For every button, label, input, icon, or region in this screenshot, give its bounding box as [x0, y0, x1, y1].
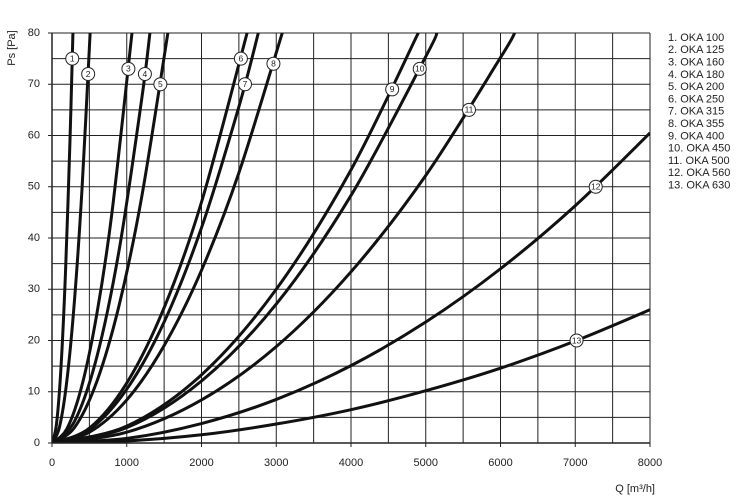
legend-entry: 13. OKA 630 [668, 180, 730, 192]
curve-label-circle [385, 82, 400, 97]
x-tick-label: 1000 [115, 457, 139, 469]
curve-label-circle [412, 61, 427, 76]
y-tick-label: 60 [28, 129, 40, 141]
curve-label-circle [233, 51, 248, 66]
curve [52, 33, 134, 443]
y-tick-label: 20 [28, 334, 40, 346]
legend-entry: 1. OKA 100 [668, 32, 724, 44]
curve [52, 131, 650, 443]
curve-label-circle [266, 56, 281, 71]
curve-label: 5 [158, 79, 163, 89]
curve-label-circle [569, 333, 584, 348]
legend-entry: 6. OKA 250 [668, 93, 724, 105]
y-axis-label: Ps [Pa] [6, 30, 18, 65]
curve-label: 7 [243, 79, 248, 89]
curve [52, 308, 650, 443]
y-tick-label: 10 [28, 386, 40, 398]
curve-label: 3 [126, 64, 131, 74]
legend-entry: 5. OKA 200 [668, 81, 724, 93]
x-tick-label: 5000 [414, 457, 438, 469]
legend-entry: 4. OKA 180 [668, 69, 724, 81]
curve [52, 33, 152, 443]
y-tick-label: 30 [28, 283, 40, 295]
legend-entry: 3. OKA 160 [668, 57, 724, 69]
x-tick-label: 0 [49, 457, 55, 469]
curve-label: 11 [465, 105, 474, 115]
curve-label-circle [81, 67, 96, 81]
legend-entry: 10. OKA 450 [668, 143, 730, 155]
x-tick-label: 2000 [189, 457, 213, 469]
curve [52, 33, 75, 443]
curve-label-circle [588, 179, 603, 194]
legend-entry: 8. OKA 355 [668, 118, 724, 130]
x-tick-label: 7000 [563, 457, 587, 469]
x-tick-label: 6000 [488, 457, 512, 469]
y-tick-label: 40 [28, 232, 40, 244]
y-tick-label: 50 [28, 181, 40, 193]
curve-label: 2 [86, 69, 91, 79]
y-tick-label: 0 [34, 437, 40, 449]
curve-label-circle [121, 61, 136, 76]
curve [52, 33, 92, 443]
curve [52, 33, 517, 443]
curve-label: 8 [271, 59, 276, 69]
curve-label-circle [137, 67, 152, 81]
curve-label-circle [153, 77, 168, 92]
legend-entry: 7. OKA 315 [668, 106, 724, 118]
legend-entry: 11. OKA 500 [668, 155, 730, 167]
curve-label: 9 [390, 84, 395, 94]
curve-label: 12 [591, 182, 601, 192]
curve-label: 10 [415, 64, 425, 74]
x-axis-label: Q [m³/h] [615, 483, 655, 495]
x-tick-label: 8000 [638, 457, 662, 469]
curve-label-circle [238, 77, 253, 92]
curve-label-circle [462, 102, 477, 117]
y-tick-label: 80 [28, 27, 40, 39]
x-tick-label: 3000 [264, 457, 288, 469]
legend-entry: 12. OKA 560 [668, 167, 730, 179]
legend-entry: 9. OKA 400 [668, 130, 724, 142]
curve-label: 6 [239, 53, 244, 63]
curve-label: 13 [572, 335, 582, 345]
y-tick-label: 70 [28, 78, 40, 90]
curve-label: 4 [143, 69, 148, 79]
x-tick-label: 4000 [339, 457, 363, 469]
plot-area [52, 33, 650, 443]
curve [52, 33, 284, 443]
curve-label-circle [65, 51, 80, 66]
legend-entry: 2. OKA 125 [668, 44, 724, 56]
curve-label: 1 [70, 53, 75, 63]
curve [52, 33, 170, 443]
curve [52, 33, 260, 443]
